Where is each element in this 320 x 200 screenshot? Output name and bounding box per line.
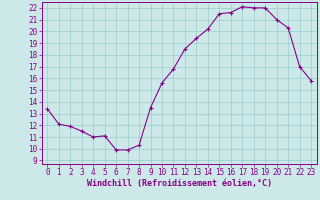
X-axis label: Windchill (Refroidissement éolien,°C): Windchill (Refroidissement éolien,°C) [87,179,272,188]
